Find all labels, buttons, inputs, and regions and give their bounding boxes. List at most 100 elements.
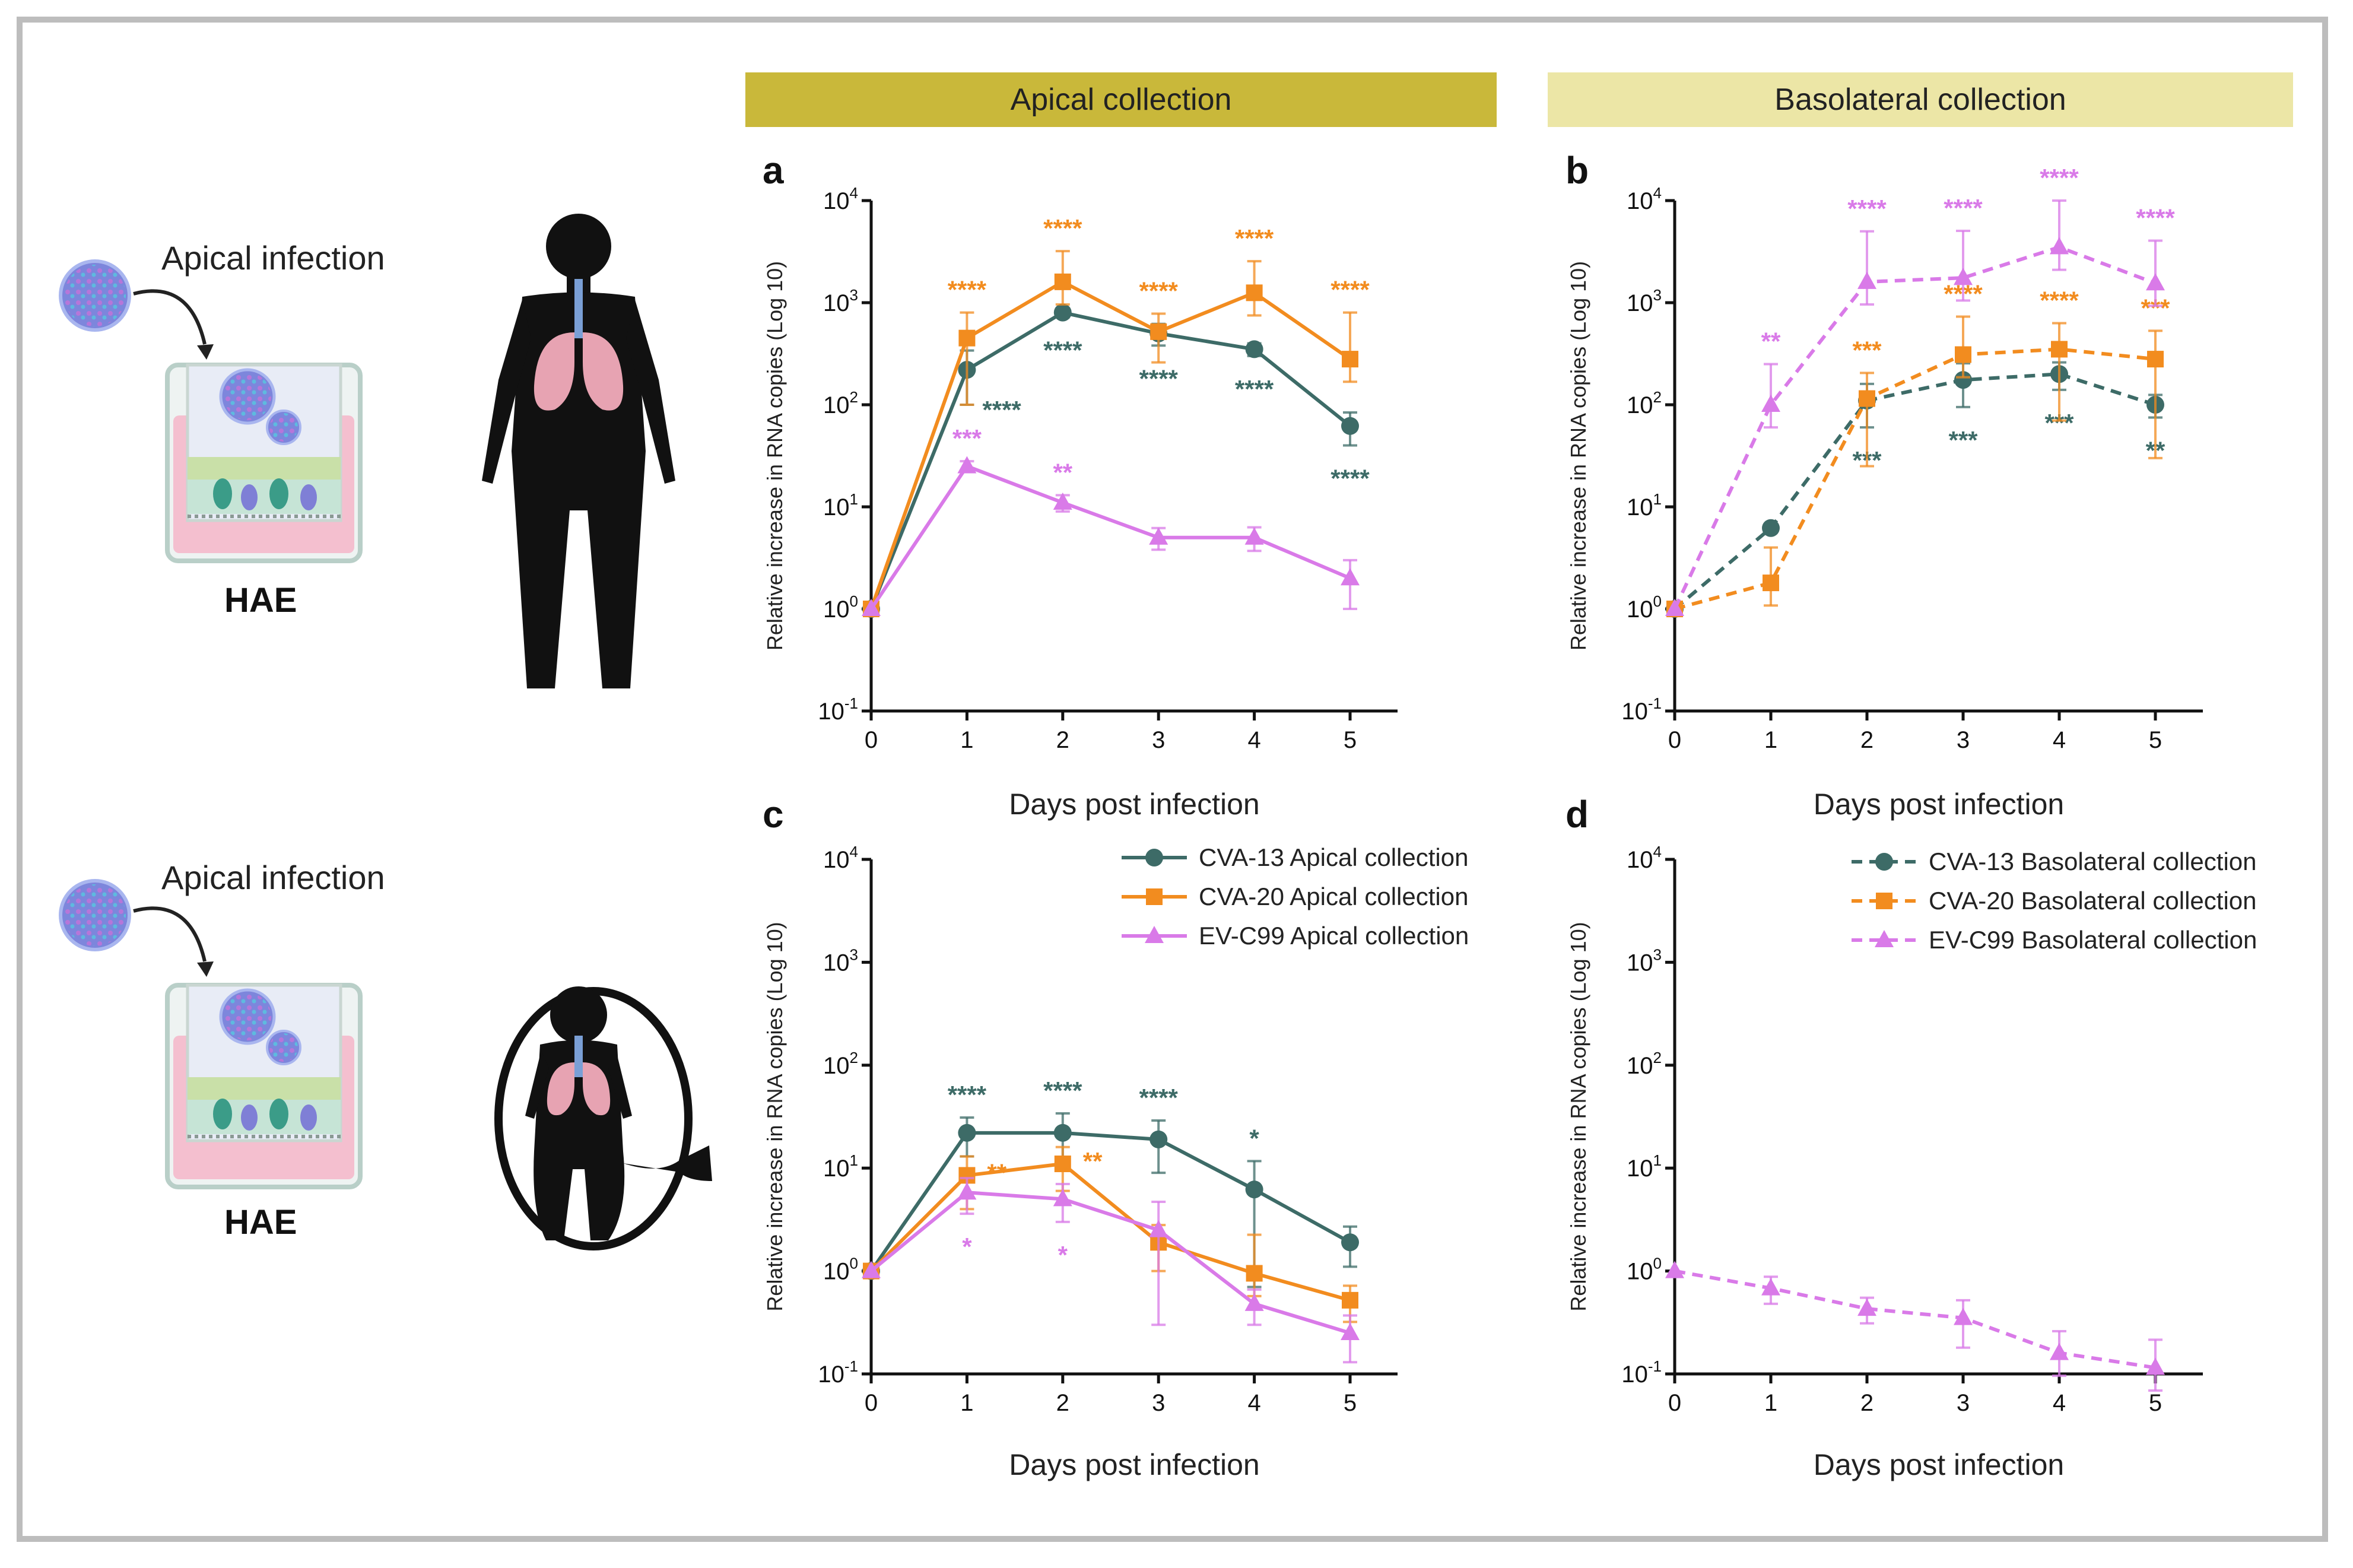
significance-label: ****	[1139, 364, 1179, 392]
data-point	[958, 1123, 976, 1142]
data-point	[1763, 574, 1779, 592]
data-point	[1954, 371, 1972, 389]
significance-label: ***	[952, 424, 982, 452]
y-tick-label: 102	[823, 388, 858, 418]
significance-label: ****	[2040, 287, 2079, 315]
x-tick-label: 5	[1344, 1390, 1357, 1416]
data-point	[2051, 341, 2068, 358]
y-tick-label: 103	[823, 945, 858, 976]
series-cva20: ******* **** ***	[1666, 280, 2170, 617]
significance-label: ****	[1043, 337, 1082, 364]
bottom-hae-transwell-icon	[165, 983, 363, 1189]
y-tick-label: 102	[823, 1049, 858, 1079]
y-axis-label: Relative increase in RNA copies (Log 10)	[1566, 922, 1590, 1311]
x-tick-label: 4	[1247, 1390, 1260, 1416]
x-tick-label: 1	[1764, 1390, 1777, 1416]
significance-label: ***	[1948, 426, 1978, 454]
y-tick-label: 104	[1627, 843, 1662, 873]
x-tick-label: 4	[2053, 727, 2066, 753]
data-point	[1857, 1299, 1876, 1316]
x-tick-label: 2	[1056, 727, 1069, 753]
significance-label: **	[1083, 1147, 1103, 1175]
significance-label: ****	[982, 396, 1021, 424]
series-evc99: * *	[862, 1177, 1360, 1364]
significance-label: ****	[1139, 277, 1179, 305]
y-tick-label: 101	[823, 1151, 858, 1182]
legend-marker	[1875, 930, 1894, 947]
legend-marker	[1146, 888, 1163, 905]
data-point	[1341, 568, 1360, 586]
x-tick-label: 0	[1668, 727, 1681, 753]
significance-label: *	[1058, 1241, 1068, 1269]
legend-label: CVA-13 Basolateral collection	[1929, 848, 2257, 875]
significance-label: ****	[1944, 194, 1983, 222]
panel-letter-a: a	[763, 149, 784, 192]
data-point	[1341, 417, 1359, 435]
data-point	[862, 599, 881, 616]
legend-marker	[1876, 893, 1892, 909]
x-tick-label: 4	[1247, 727, 1260, 753]
legend-label: CVA-20 Apical collection	[1199, 883, 1468, 910]
data-point	[1245, 1180, 1263, 1199]
data-point	[862, 1261, 881, 1278]
x-tick-label: 2	[1056, 1390, 1069, 1416]
bottom-infection-arrow-icon	[133, 906, 207, 962]
data-point	[1245, 340, 1263, 358]
data-point	[1665, 599, 1684, 616]
legend-label: EV-C99 Apical collection	[1199, 922, 1469, 950]
significance-label: ****	[1043, 1077, 1082, 1104]
top-arrowhead-icon	[197, 344, 214, 360]
data-point	[1342, 351, 1358, 368]
data-point	[1762, 519, 1780, 537]
data-point	[1246, 1265, 1263, 1282]
y-axis-label: Relative increase in RNA copies (Log 10)	[763, 261, 787, 650]
legend-marker	[1145, 849, 1163, 866]
legend-label: CVA-20 Basolateral collection	[1929, 887, 2257, 915]
x-tick-label: 0	[1668, 1390, 1681, 1416]
top-virus-particle-icon	[59, 259, 131, 332]
legend: CVA-13 Apical collection CVA-20 Apical co…	[1122, 843, 1469, 950]
series-line	[1674, 372, 2156, 611]
top-hae-transwell-icon	[165, 363, 363, 563]
figure-frame	[17, 17, 2328, 1542]
series-line	[1674, 347, 2156, 611]
basolateral-collection-header: Basolateral collection	[1548, 72, 2293, 127]
significance-label: **	[987, 1158, 1006, 1186]
panel-letter-b: b	[1566, 149, 1589, 192]
legend-label: CVA-13 Apical collection	[1199, 843, 1468, 871]
significance-label: ****	[1235, 375, 1274, 403]
top-hae-label: HAE	[224, 581, 297, 620]
significance-label: *	[1249, 1124, 1259, 1152]
x-tick-label: 3	[1957, 1390, 1970, 1416]
y-tick-label: 103	[1627, 286, 1662, 316]
significance-label: ****	[1139, 1084, 1179, 1112]
y-tick-label: 104	[823, 843, 858, 873]
series-line	[1674, 1269, 2156, 1370]
series-line	[1673, 245, 2157, 610]
significance-label: ****	[1847, 195, 1887, 223]
data-point	[1857, 271, 1876, 289]
data-point	[2146, 1357, 2165, 1375]
x-tick-label: 5	[2149, 727, 2162, 753]
data-point	[1954, 1307, 1973, 1325]
fetus-lungs-icon	[494, 986, 712, 1250]
data-point	[1246, 284, 1263, 301]
series-cva13: **** **** **** **** ****	[862, 303, 1370, 618]
data-point	[2050, 237, 2069, 255]
y-tick-label: 102	[1627, 1049, 1662, 1079]
data-point	[1665, 1261, 1684, 1278]
series-line	[869, 310, 1351, 610]
y-tick-label: 101	[823, 490, 858, 520]
x-axis-label: Days post infection	[1814, 1448, 2064, 1481]
bottom-apical-infection-label: Apical infection	[161, 859, 385, 896]
x-tick-label: 0	[865, 1390, 878, 1416]
series-line	[869, 280, 1351, 610]
chart-panel-b: 10-1 100 101 102 103 104 0 1 2 3 4 5 Days post infec…	[1566, 164, 2203, 821]
data-point	[1053, 1189, 1072, 1207]
chart-panel-c: 10-1 100 101 102 103 104 0 1 2 3 4 5 Days post infec…	[763, 843, 1469, 1481]
y-tick-label: 10-1	[1621, 1357, 1662, 1388]
x-tick-label: 3	[1152, 727, 1165, 753]
panel-letter-d: d	[1566, 793, 1589, 836]
series-evc99: ****** ************	[1665, 164, 2175, 616]
y-tick-label: 10-1	[1621, 694, 1662, 725]
